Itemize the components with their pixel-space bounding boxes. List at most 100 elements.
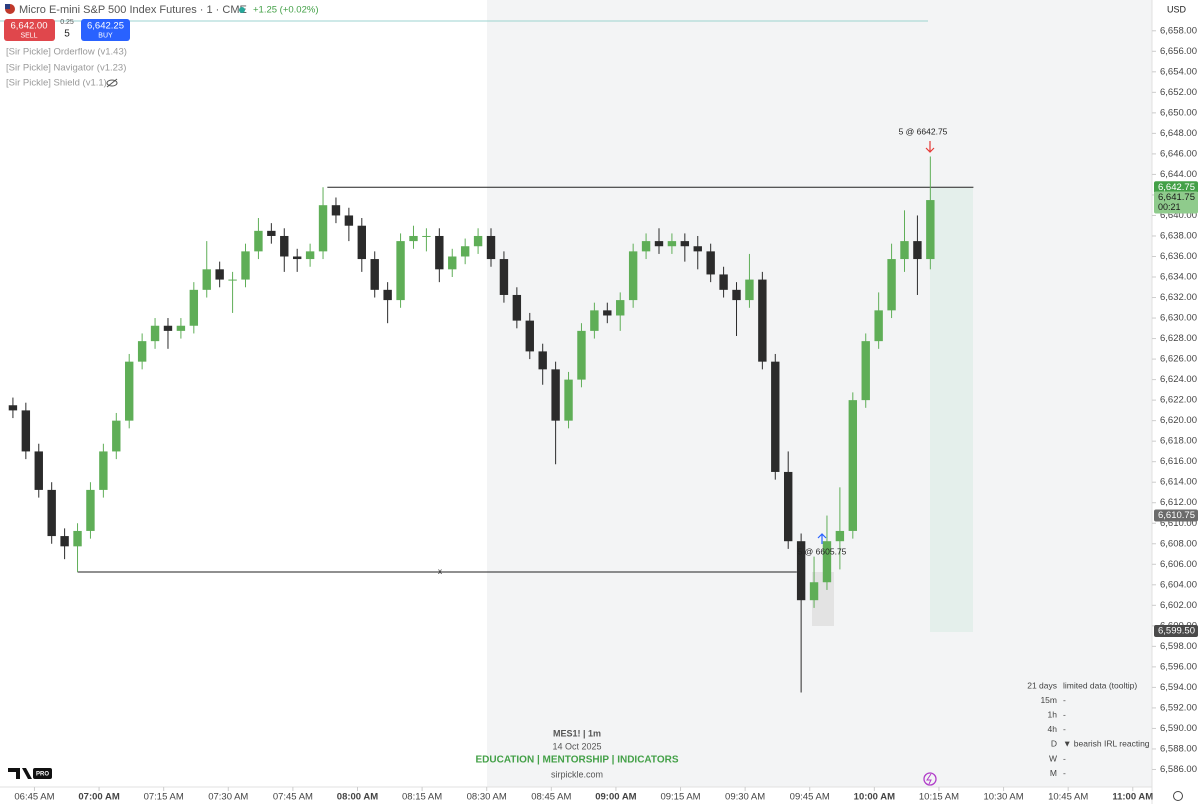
price-label: 6,642.75 bbox=[1158, 182, 1195, 193]
plot-layer bbox=[8, 156, 974, 693]
buy-price: 6,642.25 bbox=[87, 21, 124, 32]
currency[interactable]: USD bbox=[1167, 4, 1187, 14]
candle-body bbox=[370, 259, 379, 290]
candle-body bbox=[577, 330, 586, 380]
table-value: - bbox=[1063, 724, 1066, 734]
x-tick-label: 10:15 AM bbox=[919, 792, 959, 803]
visibility-icon[interactable] bbox=[106, 79, 118, 87]
candle-body bbox=[125, 361, 134, 421]
y-tick-label: 6,602.00 bbox=[1160, 600, 1197, 611]
candle-body bbox=[473, 235, 483, 247]
y-tick-label: 6,634.00 bbox=[1160, 272, 1197, 283]
table-key: D bbox=[1051, 739, 1057, 749]
candle-body bbox=[874, 310, 883, 342]
candle-body bbox=[603, 310, 612, 316]
y-tick-label: 6,656.00 bbox=[1160, 46, 1197, 57]
candle-body bbox=[448, 256, 457, 270]
y-tick-label: 6,622.00 bbox=[1160, 395, 1197, 406]
candle-body bbox=[861, 341, 870, 401]
table-value: - bbox=[1063, 695, 1066, 705]
sell-button[interactable] bbox=[4, 19, 55, 41]
table-key: W bbox=[1049, 753, 1057, 763]
candle-body bbox=[409, 235, 418, 242]
last-price-box bbox=[1154, 191, 1198, 214]
table-key: 15m bbox=[1040, 695, 1057, 705]
price-label: 6,599.50 bbox=[1158, 625, 1195, 636]
candle-body bbox=[344, 215, 354, 226]
y-tick-label: 6,618.00 bbox=[1160, 436, 1197, 447]
sell-price: 6,642.00 bbox=[11, 21, 48, 32]
candle-body bbox=[486, 235, 496, 260]
watermark-tagline: EDUCATION | MENTORSHIP | INDICATORS bbox=[475, 755, 678, 766]
candle-body bbox=[254, 230, 263, 252]
candle-body bbox=[538, 351, 547, 370]
price-label-box bbox=[1154, 624, 1198, 637]
candle-body bbox=[732, 289, 741, 301]
last-price: 6,641.75 bbox=[1158, 192, 1195, 203]
watermark-site: sirpickle.com bbox=[551, 769, 603, 779]
y-tick-label: 6,658.00 bbox=[1160, 25, 1197, 36]
x-tick-label: 07:45 AM bbox=[273, 792, 313, 803]
candle-body bbox=[564, 379, 573, 421]
candle-body bbox=[900, 241, 909, 260]
alert-icon[interactable] bbox=[923, 772, 937, 786]
x-tick-label: 10:00 AM bbox=[854, 792, 895, 803]
settings-icon[interactable] bbox=[1173, 791, 1183, 801]
y-tick-label: 6,612.00 bbox=[1160, 497, 1197, 508]
y-tick-label: 6,614.00 bbox=[1160, 477, 1197, 488]
status-dot bbox=[239, 7, 245, 13]
candle-body bbox=[112, 420, 121, 452]
quantity[interactable]: 5 bbox=[64, 29, 70, 40]
candle-body bbox=[176, 325, 186, 331]
y-tick-label: 6,644.00 bbox=[1160, 169, 1197, 180]
candle-body bbox=[822, 541, 832, 583]
candle-body bbox=[784, 471, 793, 542]
x-tick-label: 10:30 AM bbox=[983, 792, 1023, 803]
candle-body bbox=[719, 274, 728, 290]
indicator[interactable]: [Sir Pickle] Navigator (v1.23) bbox=[6, 63, 126, 74]
candle-body bbox=[202, 269, 211, 290]
x-tick-label: 07:15 AM bbox=[144, 792, 184, 803]
price-label-box bbox=[1154, 509, 1198, 522]
x-tick-label: 08:15 AM bbox=[402, 792, 442, 803]
candle-body bbox=[292, 256, 302, 260]
candle-body bbox=[189, 289, 199, 326]
trade-annotation: 5 @ 6642.75 bbox=[899, 126, 948, 136]
trade-annotation: 5 @ 6605.75 bbox=[798, 546, 847, 556]
x-tick-label: 10:45 AM bbox=[1048, 792, 1088, 803]
candle-body bbox=[99, 451, 108, 490]
candle-body bbox=[267, 230, 276, 236]
candle-body bbox=[318, 205, 328, 252]
table-key: 4h bbox=[1048, 724, 1058, 734]
candle-body bbox=[771, 361, 780, 472]
countdown: 00:21 bbox=[1158, 202, 1181, 212]
change: +1.25 (+0.02%) bbox=[253, 5, 319, 16]
table-key: 21 days bbox=[1027, 680, 1057, 690]
y-tick-label: 6,636.00 bbox=[1160, 251, 1197, 262]
indicator[interactable]: [Sir Pickle] Shield (v1.1) bbox=[6, 78, 107, 89]
table-key: 1h bbox=[1048, 709, 1058, 719]
logo bbox=[8, 768, 32, 779]
x-tick-label: 07:00 AM bbox=[78, 792, 119, 803]
y-tick-label: 6,624.00 bbox=[1160, 374, 1197, 385]
y-tick-label: 6,646.00 bbox=[1160, 148, 1197, 159]
x-tick-label: 09:00 AM bbox=[595, 792, 636, 803]
candle-body bbox=[21, 410, 31, 452]
y-tick-label: 6,594.00 bbox=[1160, 682, 1197, 693]
indicator[interactable]: [Sir Pickle] Orderflow (v1.43) bbox=[6, 47, 127, 58]
candle-body bbox=[693, 246, 702, 252]
table-value: - bbox=[1063, 768, 1066, 778]
logo-badge bbox=[33, 768, 52, 779]
buy-button[interactable] bbox=[81, 19, 130, 41]
x-tick-label: 06:45 AM bbox=[14, 792, 54, 803]
candle-body bbox=[616, 300, 625, 316]
y-tick-label: 6,604.00 bbox=[1160, 579, 1197, 590]
visibility-icon bbox=[106, 78, 118, 88]
y-tick-label: 6,616.00 bbox=[1160, 456, 1197, 467]
candle-body bbox=[47, 489, 56, 537]
level-marker: x bbox=[438, 567, 442, 576]
candle-body bbox=[422, 235, 431, 237]
candle-body bbox=[809, 582, 819, 601]
